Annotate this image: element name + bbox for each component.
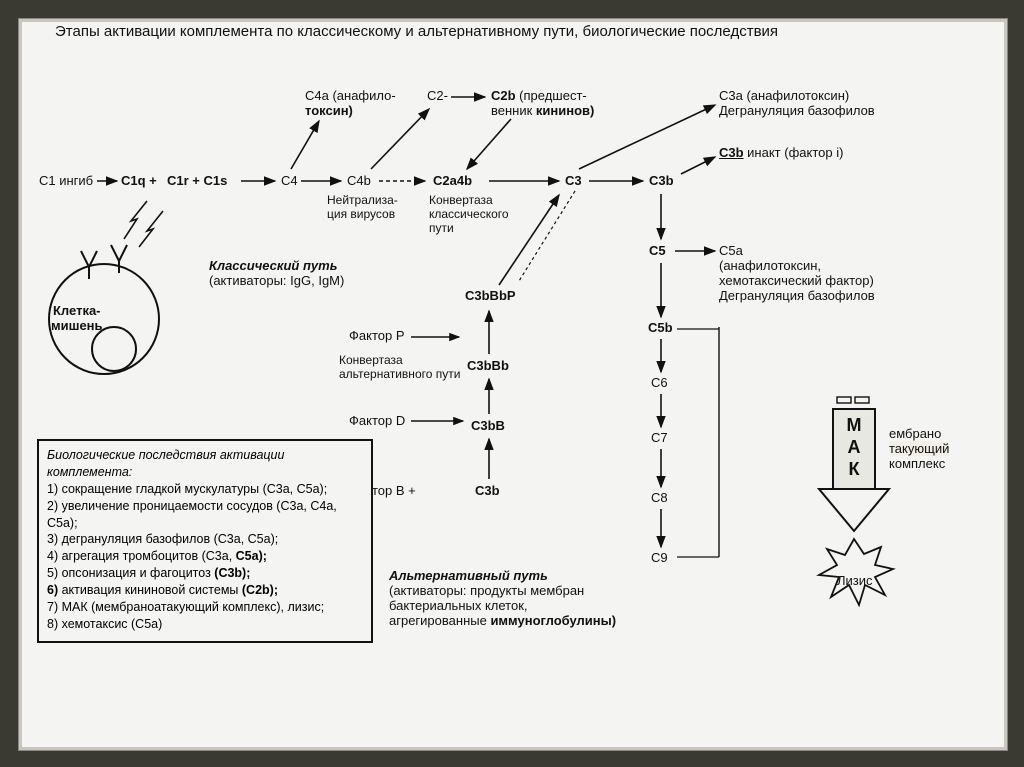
node-c3bb: C3bB: [471, 419, 505, 434]
label-classical: Классический путь (активаторы: IgG, IgM): [209, 259, 344, 289]
mak-arrow-icon: М А К: [819, 397, 889, 531]
bio-item-5: 5) опсонизация и фагоцитоз (С3b);: [47, 565, 363, 582]
node-c5: С5: [649, 244, 666, 259]
label-factor-d: Фактор D: [349, 414, 405, 429]
label-factor-p: Фактор Р: [349, 329, 405, 344]
bio-item-8: 8) хемотаксис (С5а): [47, 616, 363, 633]
node-c7: С7: [651, 431, 668, 446]
bio-consequences-box: Биологические последствия активации комп…: [37, 439, 373, 643]
label-alt-convertase: Конвертаза альтернативного пути: [339, 354, 460, 382]
bio-item-4: 4) агрегация тромбоцитов (С3а, С5а);: [47, 548, 363, 565]
label-mak: ембранотакующийкомплекс: [889, 427, 949, 472]
node-c8: С8: [651, 491, 668, 506]
node-c1r-c1s: C1r + C1s: [167, 174, 227, 189]
bio-item-7: 7) МАК (мембраноатакующий комплекс), лиз…: [47, 599, 363, 616]
label-alternative: Альтернативный путь (активаторы: продукт…: [389, 569, 616, 629]
note-c2a4b: Конвертаза классического пути: [429, 194, 509, 235]
page-title: Этапы активации комплемента по классичес…: [55, 23, 987, 40]
node-c9: С9: [651, 551, 668, 566]
node-c6: С6: [651, 376, 668, 391]
node-c3b-alt: C3b: [475, 484, 500, 499]
node-c2b: С2b (предшест-венник кининов): [491, 89, 594, 119]
node-c2: С2-: [427, 89, 448, 104]
svg-text:А: А: [848, 437, 861, 457]
node-c3b: С3b: [649, 174, 674, 189]
node-c1q: C1q +: [121, 174, 157, 189]
label-lysis: Лизис: [837, 574, 873, 589]
node-c4: С4: [281, 174, 298, 189]
node-c3bbbp: C3bBbP: [465, 289, 516, 304]
node-c1-inhib: С1 ингиб: [39, 174, 93, 189]
svg-text:К: К: [849, 459, 861, 479]
note-c4b: Нейтрализа- ция вирусов: [327, 194, 398, 222]
bio-item-1: 1) сокращение гладкой мускулатуры (С3а, …: [47, 481, 363, 498]
node-c4a: С4а (анафило-токсин): [305, 89, 396, 119]
node-c3a: С3а (анафилотоксин) Дегрануляция базофил…: [719, 89, 875, 119]
bio-heading: Биологические последствия активации комп…: [47, 447, 363, 481]
node-c5b: C5b: [648, 321, 673, 336]
bio-item-3: 3) дегрануляция базофилов (С3а, С5а);: [47, 531, 363, 548]
svg-text:М: М: [847, 415, 862, 435]
node-c4b: С4b: [347, 174, 371, 189]
bio-item-6: 6) активация кининовой системы (С2b);: [47, 582, 363, 599]
node-c3: С3: [565, 174, 582, 189]
label-cell: Клетка- мишень: [51, 304, 103, 334]
node-c5a: С5а(анафилотоксин,хемотаксический фактор…: [719, 244, 875, 304]
node-c3bbb: C3bBb: [467, 359, 509, 374]
outer-frame: Этапы активации комплемента по классичес…: [0, 0, 1024, 767]
diagram-paper: Этапы активации комплемента по классичес…: [18, 18, 1008, 751]
bio-item-2: 2) увеличение проницаемости сосудов (С3а…: [47, 498, 363, 532]
node-c3b-inact: С3b инакт (фактор i): [719, 146, 843, 161]
node-c2a4b: C2a4b: [433, 174, 472, 189]
